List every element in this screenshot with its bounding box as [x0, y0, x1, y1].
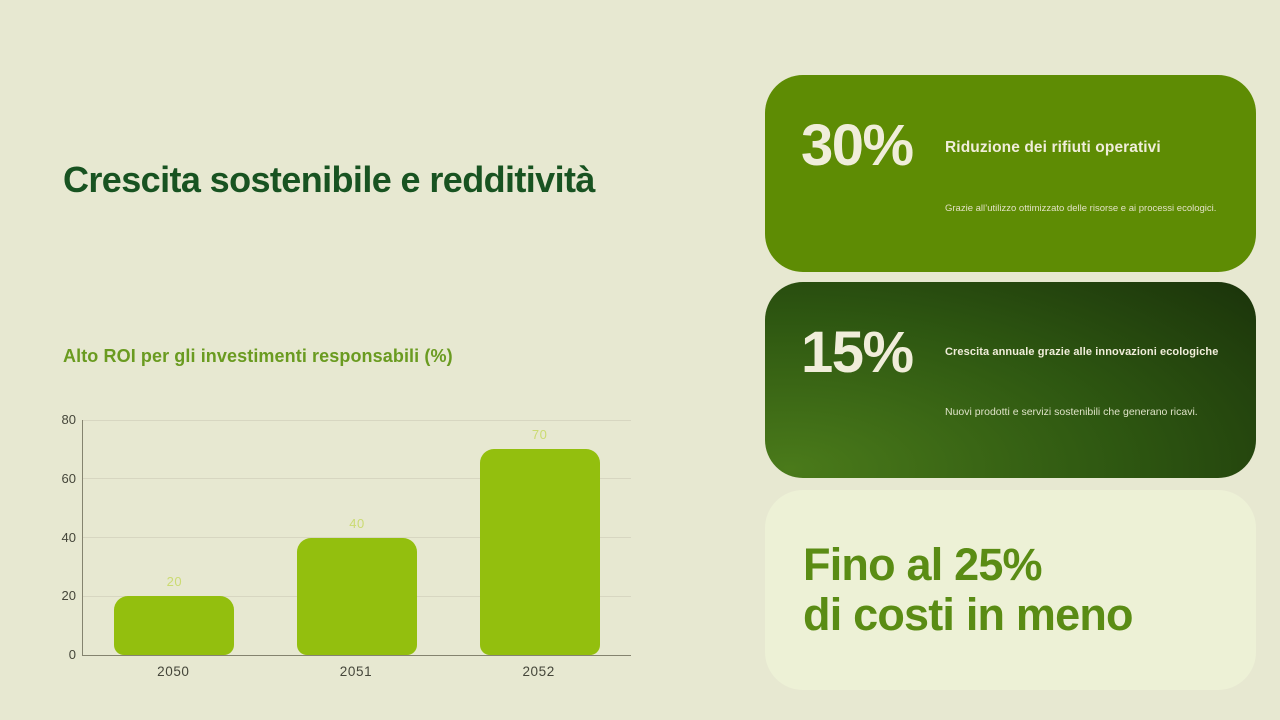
stat-card-body: Nuovi prodotti e servizi sostenibili che…: [945, 406, 1198, 418]
stat-value: 15%: [801, 320, 914, 385]
stat-card-content: Crescita annuale grazie alle innovazioni…: [945, 346, 1256, 418]
stat-card-content: Riduzione dei rifiuti operativi Grazie a…: [945, 139, 1256, 214]
bar-2052: [479, 449, 600, 655]
x-tick-label: 2050: [157, 664, 190, 679]
y-tick-label: 60: [61, 470, 76, 486]
gridline: [83, 419, 631, 421]
chart-title: Alto ROI per gli investimenti responsabi…: [63, 346, 453, 366]
stat-card-body: Grazie all’utilizzo ottimizzato delle ri…: [945, 203, 1217, 214]
bar-value-label: 40: [349, 515, 365, 531]
plot-area: 20 40 70: [82, 419, 631, 656]
bar-2051: [297, 537, 417, 655]
bar-value-label: 20: [166, 574, 183, 590]
page-title: Crescita sostenibile e redditività: [63, 159, 595, 200]
y-tick-label: 0: [68, 647, 76, 662]
bar-2050: [114, 596, 235, 655]
y-axis: 0 20 40 60 80: [56, 412, 76, 662]
x-tick-label: 2052: [522, 664, 555, 679]
y-tick-label: 40: [61, 529, 76, 545]
stat-card-heading: Crescita annuale grazie alle innovazioni…: [945, 346, 1219, 358]
y-tick-label: 80: [61, 412, 76, 427]
highlight-line-2: di costi in meno: [803, 589, 1134, 640]
y-tick-label: 20: [61, 588, 76, 604]
gridline: [83, 478, 631, 480]
x-tick-label: 2051: [339, 664, 373, 679]
x-axis: 2050 2051 2052: [82, 664, 630, 686]
stat-card-growth: 15% Crescita annuale grazie alle innovaz…: [765, 282, 1256, 478]
bar-value-label: 70: [531, 427, 548, 443]
roi-bar-chart: 0 20 40 60 80 20 40 70 2050 2051 2052: [56, 410, 656, 700]
stat-card-waste: 30% Riduzione dei rifiuti operativi Graz…: [765, 75, 1256, 272]
highlight-card: Fino al 25% di costi in meno: [765, 490, 1256, 690]
stat-value: 30%: [801, 113, 914, 178]
highlight-line-1: Fino al 25%: [803, 538, 1043, 590]
stat-card-heading: Riduzione dei rifiuti operativi: [945, 139, 1161, 156]
